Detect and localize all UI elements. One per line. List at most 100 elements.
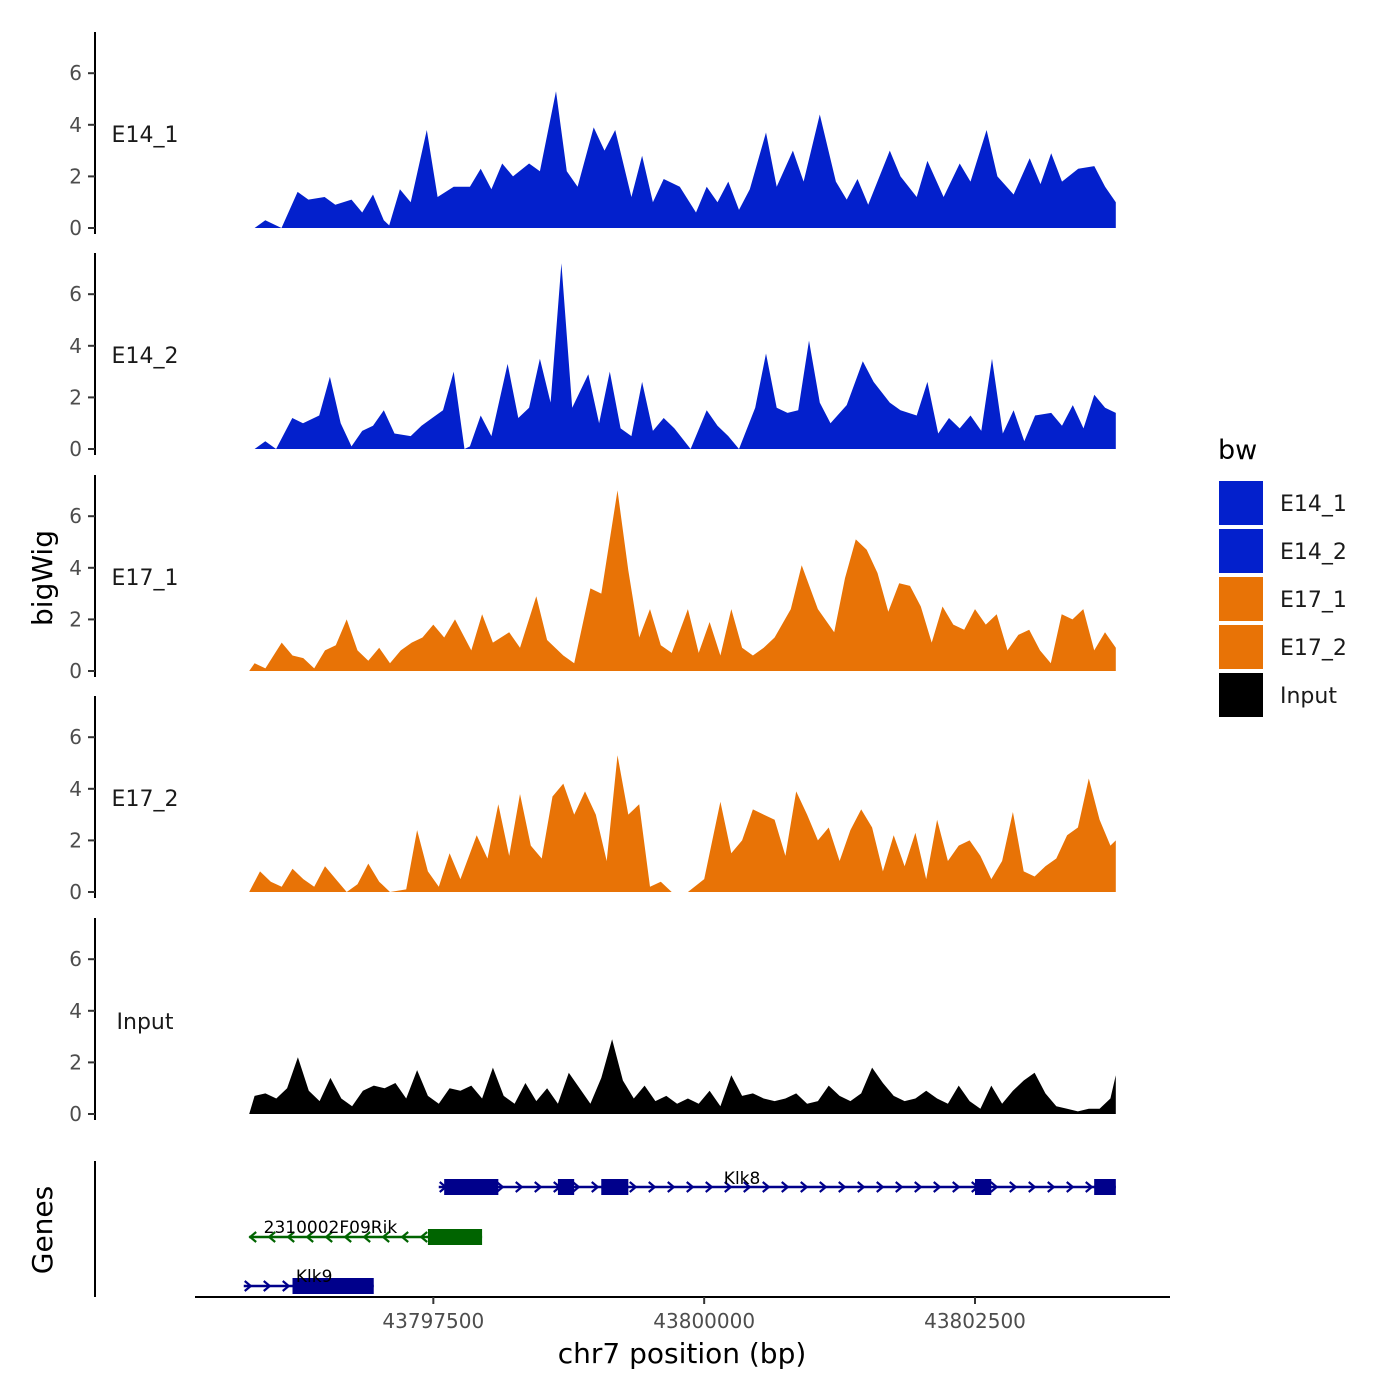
strand-arrow bbox=[1028, 1181, 1037, 1193]
track-label: E14_1 bbox=[112, 123, 179, 148]
strand-arrow bbox=[724, 1181, 733, 1193]
track-panel-input: 0 2 4 6 Input bbox=[69, 918, 1116, 1126]
strand-arrow bbox=[933, 1181, 942, 1193]
strand-arrow bbox=[400, 1231, 409, 1243]
y-tick-label: 4 bbox=[69, 334, 82, 358]
strand-arrow bbox=[515, 1181, 524, 1193]
gene-label: 2310002F09Rik bbox=[264, 1218, 398, 1238]
signal-area-e14-2 bbox=[254, 263, 1116, 449]
strand-arrow bbox=[244, 1280, 253, 1292]
y-tick-label: 0 bbox=[69, 437, 82, 461]
y-tick-label: 2 bbox=[69, 1050, 82, 1074]
gene-klk8: Klk8 bbox=[438, 1169, 1116, 1195]
strand-arrow bbox=[952, 1181, 961, 1193]
y-tick-label: 6 bbox=[69, 725, 82, 749]
strand-arrow bbox=[381, 1231, 390, 1243]
legend-label: E17_2 bbox=[1280, 636, 1347, 661]
x-axis-title: chr7 position (bp) bbox=[558, 1337, 807, 1370]
legend-title: bw bbox=[1218, 435, 1257, 466]
legend-item-e14-1: E14_1 bbox=[1219, 481, 1347, 525]
strand-arrow bbox=[819, 1181, 828, 1193]
y-tick-label: 6 bbox=[69, 61, 82, 85]
y-tick-label: 2 bbox=[69, 164, 82, 188]
strand-arrow bbox=[876, 1181, 885, 1193]
gene-track: Klk8 2310002F09Rik Klk9 bbox=[94, 1161, 1116, 1297]
strand-arrow bbox=[667, 1181, 676, 1193]
strand-arrow bbox=[1066, 1181, 1075, 1193]
y-tick-label: 4 bbox=[69, 999, 82, 1023]
strand-arrow bbox=[534, 1181, 543, 1193]
gene-2310002f09rik: 2310002F09Rik bbox=[248, 1218, 483, 1245]
genes-axis-title: Genes bbox=[26, 1186, 59, 1274]
y-axis-title: bigWig bbox=[26, 530, 59, 626]
strand-arrow bbox=[324, 1231, 333, 1243]
y-tick-label: 0 bbox=[69, 216, 82, 240]
gene-exon bbox=[557, 1179, 575, 1195]
y-tick-label: 6 bbox=[69, 282, 82, 306]
strand-arrow bbox=[800, 1181, 809, 1193]
legend-label: Input bbox=[1280, 684, 1337, 709]
track-panels: 0 2 4 6 E14_1 0 2 4 6 E14_2 0 2 4 6 E17_1 0 2 4 6 E17_2 0 2 4 6… bbox=[69, 32, 1116, 1126]
legend-item-e14-2: E14_2 bbox=[1219, 529, 1347, 573]
y-tick-label: 2 bbox=[69, 607, 82, 631]
strand-arrow bbox=[895, 1181, 904, 1193]
strand-arrow bbox=[990, 1181, 999, 1193]
strand-arrow bbox=[648, 1181, 657, 1193]
legend-item-e17-2: E17_2 bbox=[1219, 625, 1347, 669]
track-panel-e17-2: 0 2 4 6 E17_2 bbox=[69, 696, 1116, 904]
legend-swatch bbox=[1219, 625, 1263, 669]
strand-arrow bbox=[343, 1231, 352, 1243]
legend-item-input: Input bbox=[1219, 673, 1337, 717]
track-panel-e17-1: 0 2 4 6 E17_1 bbox=[69, 475, 1116, 683]
signal-area-e14-1 bbox=[254, 91, 1116, 228]
legend-label: E17_1 bbox=[1280, 588, 1347, 613]
y-tick-label: 6 bbox=[69, 504, 82, 528]
track-label: E17_1 bbox=[112, 566, 179, 591]
gene-exon bbox=[444, 1179, 499, 1195]
strand-arrow bbox=[1009, 1181, 1018, 1193]
strand-arrow bbox=[857, 1181, 866, 1193]
legend-swatch bbox=[1219, 481, 1263, 525]
y-tick-label: 0 bbox=[69, 880, 82, 904]
strand-arrow bbox=[362, 1231, 371, 1243]
gene-klk9: Klk9 bbox=[243, 1267, 374, 1294]
y-tick-label: 0 bbox=[69, 659, 82, 683]
y-tick-label: 2 bbox=[69, 385, 82, 409]
signal-area-e17-2 bbox=[249, 755, 1116, 892]
gene-exon bbox=[427, 1229, 483, 1245]
track-panel-e14-2: 0 2 4 6 E14_2 bbox=[69, 253, 1116, 461]
track-label: Input bbox=[117, 1010, 174, 1035]
strand-arrow bbox=[838, 1181, 847, 1193]
legend-swatch bbox=[1219, 577, 1263, 621]
track-panel-e14-1: 0 2 4 6 E14_1 bbox=[69, 32, 1116, 240]
strand-arrow bbox=[762, 1181, 771, 1193]
x-axis: 43797500 43800000 43802500 bbox=[195, 1296, 1170, 1333]
x-tick-label: 43802500 bbox=[924, 1309, 1026, 1333]
gene-label: Klk9 bbox=[296, 1267, 333, 1287]
track-label: E17_2 bbox=[112, 787, 179, 812]
strand-arrow bbox=[267, 1231, 276, 1243]
strand-arrow bbox=[305, 1231, 314, 1243]
legend-label: E14_1 bbox=[1280, 492, 1347, 517]
strand-arrow bbox=[282, 1280, 291, 1292]
legend-label: E14_2 bbox=[1280, 540, 1347, 565]
strand-arrow bbox=[914, 1181, 923, 1193]
strand-arrow bbox=[1047, 1181, 1056, 1193]
legend-swatch bbox=[1219, 673, 1263, 717]
strand-arrow bbox=[781, 1181, 790, 1193]
strand-arrow bbox=[419, 1231, 428, 1243]
legend-swatch bbox=[1219, 529, 1263, 573]
track-label: E14_2 bbox=[112, 344, 179, 369]
strand-arrow bbox=[705, 1181, 714, 1193]
legend-item-e17-1: E17_1 bbox=[1219, 577, 1347, 621]
strand-arrow bbox=[591, 1181, 600, 1193]
x-tick-label: 43797500 bbox=[382, 1309, 484, 1333]
signal-area-input bbox=[249, 1039, 1116, 1114]
x-tick-label: 43800000 bbox=[653, 1309, 755, 1333]
legend: bw E14_1 E14_2 E17_1 E17_2 Input bbox=[1218, 435, 1347, 717]
strand-arrow bbox=[1085, 1181, 1094, 1193]
strand-arrow bbox=[572, 1181, 581, 1193]
y-tick-label: 2 bbox=[69, 828, 82, 852]
strand-arrow bbox=[248, 1231, 257, 1243]
